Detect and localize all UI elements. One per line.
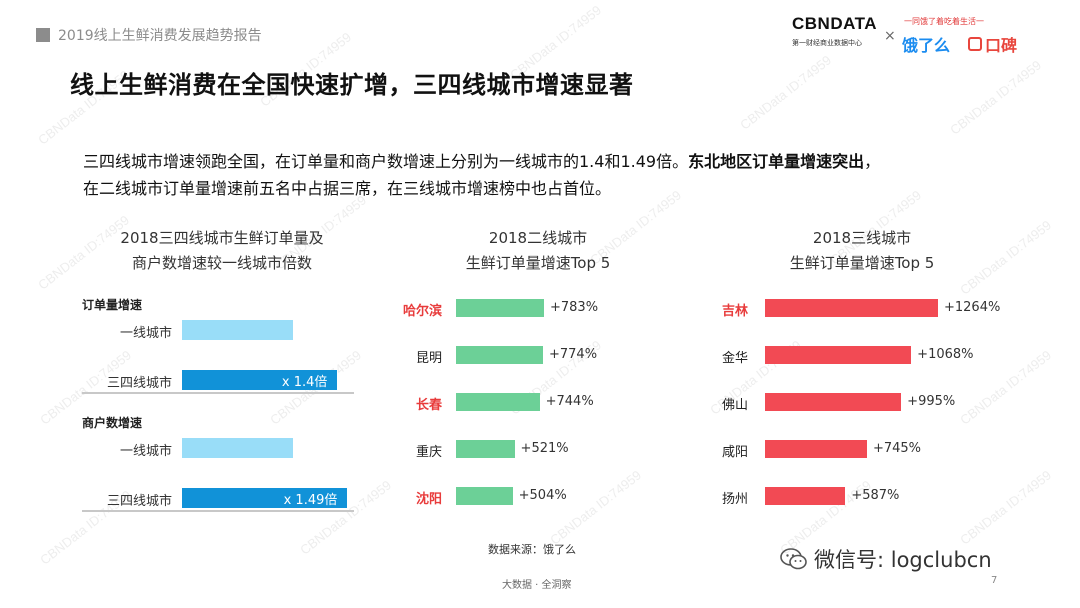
chart1-group-heading: 订单量增速	[82, 298, 143, 312]
chart2-title: 2018二线城市 生鲜订单量增速Top 5	[398, 226, 678, 276]
chart1-bar	[182, 438, 293, 458]
chart2-city-label: 沈阳	[415, 492, 442, 507]
chart3-bar-value: +1068%	[917, 347, 974, 362]
watermark-text: CBNData ID:74959	[957, 467, 1055, 548]
cbndata-tagline: 第一财经商业数据中心	[792, 39, 862, 47]
chart1-bar	[182, 320, 293, 340]
data-source: 数据来源：饿了么	[488, 543, 576, 556]
watermark-text: CBNData ID:74959	[737, 52, 835, 133]
chart2-title-line1: 2018二线城市	[488, 229, 588, 247]
partner-slogan: 一同饿了着吃着生活一	[904, 17, 984, 26]
koubei-box-icon	[968, 37, 982, 51]
summary-highlight: 东北地区订单量增速突出	[688, 152, 865, 171]
chart2-bar-value: +504%	[518, 488, 567, 503]
koubei-logo-text: 口碑	[985, 36, 1018, 55]
summary-line2: 在二线城市订单量增速前五名中占据三席，在三线城市增速榜中也占首位。	[83, 179, 612, 198]
cbndata-logo: CBNDATA	[792, 14, 878, 33]
watermark-text: CBNData ID:74959	[297, 477, 395, 558]
watermark-text: CBNData ID:74959	[507, 337, 605, 418]
report-square-icon	[36, 28, 50, 42]
summary-text: 三四线城市增速领跑全国，在订单量和商户数增速上分别为一线城市的1.4和1.49倍…	[83, 148, 1043, 202]
summary-line1: 三四线城市增速领跑全国，在订单量和商户数增速上分别为一线城市的1.4和1.49倍…	[83, 152, 689, 171]
chart3-title: 2018三线城市 生鲜订单量增速Top 5	[722, 226, 1002, 276]
chart1-title-line1: 2018三四线城市生鲜订单量及	[120, 229, 324, 247]
chart1-row-label: 一线城市	[119, 444, 172, 459]
chart3-city-label: 扬州	[721, 492, 748, 507]
chart3-bar	[765, 299, 938, 317]
chart3-bar	[765, 393, 902, 411]
chart1-row-label: 一线城市	[119, 326, 172, 341]
brand-separator: ×	[884, 28, 896, 44]
chart3-title-line1: 2018三线城市	[812, 229, 912, 247]
wechat-badge: 微信号: logclubcn	[780, 544, 992, 574]
chart3-bar-value: +1264%	[944, 300, 1001, 315]
chart2-bar	[456, 440, 515, 458]
watermark-text: CBNData ID:74959	[707, 337, 805, 418]
watermark-text: CBNData ID:74959	[37, 487, 135, 568]
chart2-city-label: 哈尔滨	[402, 304, 442, 319]
chart3-bar-value: +995%	[907, 394, 956, 409]
chart2-bar-value: +744%	[545, 394, 594, 409]
watermark-text: CBNData ID:74959	[547, 467, 645, 548]
watermark-text: CBNData ID:74959	[267, 347, 365, 428]
chart2-city-label: 重庆	[415, 445, 442, 460]
chart2-bar-value: +521%	[520, 441, 569, 456]
brand-logos: CBNDATA 第一财经商业数据中心 × 一同饿了着吃着生活一 饿了么 口碑	[792, 14, 1052, 58]
chart2-city-label: 昆明	[415, 351, 442, 366]
watermark-text: CBNData ID:74959	[957, 347, 1055, 428]
chart2-bar-value: +783%	[550, 300, 599, 315]
page-number: 7	[991, 575, 998, 586]
chart3-title-line2: 生鲜订单量增速Top 5	[789, 254, 935, 272]
report-header: 2019线上生鲜消费发展趋势报告	[36, 25, 262, 45]
chart1-bar-value: x 1.49倍	[283, 493, 338, 508]
chart3-bar-value: +745%	[872, 441, 922, 456]
chart2-bar	[456, 487, 513, 505]
watermark-text: CBNData ID:74959	[947, 57, 1045, 138]
page-headline: 线上生鲜消费在全国快速扩增，三四线城市增速显著	[70, 71, 634, 99]
wechat-id: 微信号: logclubcn	[814, 548, 992, 572]
chart3-city-label: 咸阳	[721, 445, 748, 460]
chart1-group-divider	[82, 510, 354, 512]
summary-line1-tail: ，	[864, 152, 881, 171]
chart3-city-label: 吉林	[721, 304, 748, 319]
wechat-icon	[780, 548, 807, 570]
eleme-logo: 饿了么	[902, 32, 950, 56]
chart3-bar	[765, 440, 867, 458]
chart2-bar	[456, 346, 543, 364]
chart1-title-line2: 商户数增速较一线城市倍数	[131, 254, 312, 272]
report-title: 2019线上生鲜消费发展趋势报告	[58, 28, 262, 44]
chart1-title: 2018三四线城市生鲜订单量及 商户数增速较一线城市倍数	[82, 226, 362, 276]
footer-tagline: 大数据 · 全洞察	[502, 580, 572, 591]
chart2-bar	[456, 299, 544, 317]
eleme-logo-text: 饿了么	[902, 36, 951, 55]
koubei-logo: 口碑	[968, 32, 1017, 56]
chart2-title-line2: 生鲜订单量增速Top 5	[465, 254, 611, 272]
chart3-city-label: 金华	[721, 351, 748, 366]
chart1-group-heading: 商户数增速	[82, 416, 143, 430]
chart1-bar: x 1.49倍	[182, 488, 348, 508]
chart2-city-label: 长春	[415, 398, 442, 413]
watermark-text: CBNData ID:74959	[37, 347, 135, 428]
